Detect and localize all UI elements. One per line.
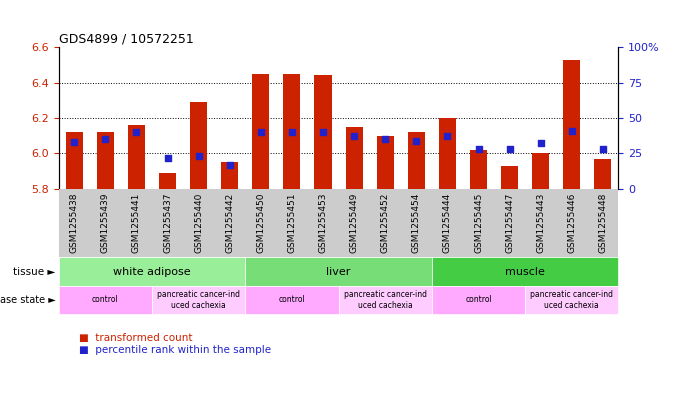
Text: GSM1255442: GSM1255442 [225,193,234,253]
Text: GSM1255437: GSM1255437 [163,193,172,253]
Bar [314,75,332,189]
Text: ■  transformed count: ■ transformed count [79,333,193,343]
Text: GDS4899 / 10572251: GDS4899 / 10572251 [59,33,193,46]
Point [286,129,297,135]
Text: pancreatic cancer-ind
uced cachexia: pancreatic cancer-ind uced cachexia [157,290,240,310]
Text: disease state ►: disease state ► [0,295,55,305]
Point [131,129,142,135]
Point [224,162,235,168]
Bar [439,118,456,189]
Bar [252,73,269,189]
Bar [408,132,425,189]
Text: GSM1255454: GSM1255454 [412,193,421,253]
Point [379,136,390,142]
Bar [594,158,612,189]
Point [473,146,484,152]
Text: muscle: muscle [505,266,545,277]
Bar [97,132,114,189]
Text: GSM1255438: GSM1255438 [70,193,79,253]
Bar [283,73,301,189]
Bar [221,162,238,189]
Text: GSM1255449: GSM1255449 [350,193,359,253]
Text: GSM1255447: GSM1255447 [505,193,514,253]
Text: GSM1255453: GSM1255453 [319,193,328,253]
Text: GSM1255445: GSM1255445 [474,193,483,253]
Point [100,136,111,142]
Bar [66,132,83,189]
Bar [470,150,487,189]
Point [317,129,328,135]
Point [255,129,266,135]
Point [504,146,515,152]
Point [566,127,577,134]
Text: GSM1255444: GSM1255444 [443,193,452,253]
Point [597,146,608,152]
Text: GSM1255452: GSM1255452 [381,193,390,253]
Text: pancreatic cancer-ind
uced cachexia: pancreatic cancer-ind uced cachexia [343,290,427,310]
Text: control: control [465,296,492,304]
Bar [501,165,518,189]
Text: GSM1255450: GSM1255450 [256,193,265,253]
Point [535,140,546,147]
Bar [563,59,580,189]
Text: tissue ►: tissue ► [13,266,55,277]
Bar [346,127,363,189]
Text: GSM1255443: GSM1255443 [536,193,545,253]
Text: control: control [92,296,119,304]
Bar [128,125,145,189]
Text: liver: liver [326,266,351,277]
Text: control: control [278,296,305,304]
Text: GSM1255451: GSM1255451 [287,193,296,253]
Text: GSM1255440: GSM1255440 [194,193,203,253]
Text: white adipose: white adipose [113,266,191,277]
Point [162,154,173,161]
Point [68,139,79,145]
Text: ■  percentile rank within the sample: ■ percentile rank within the sample [79,345,272,355]
Point [193,153,204,159]
Bar [377,136,394,189]
Text: GSM1255446: GSM1255446 [567,193,576,253]
Text: GSM1255448: GSM1255448 [598,193,607,253]
Bar [190,102,207,189]
Point [442,133,453,140]
Text: pancreatic cancer-ind
uced cachexia: pancreatic cancer-ind uced cachexia [530,290,614,310]
Bar [159,173,176,189]
Bar [532,153,549,189]
Point [410,138,422,144]
Point [348,133,359,140]
Text: GSM1255441: GSM1255441 [132,193,141,253]
Text: GSM1255439: GSM1255439 [101,193,110,253]
